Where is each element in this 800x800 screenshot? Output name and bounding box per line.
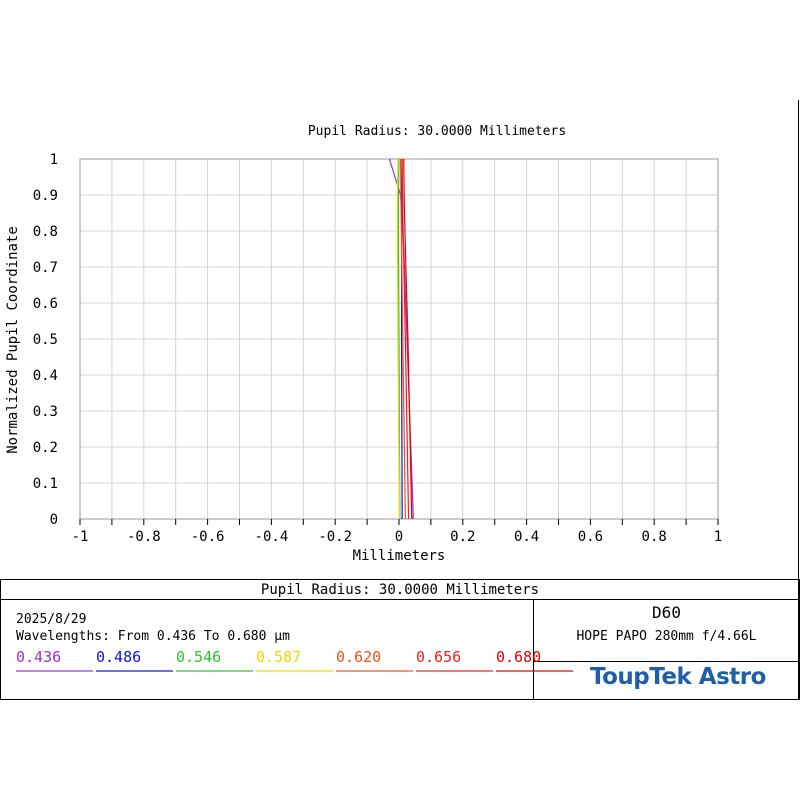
divider xyxy=(0,599,800,600)
y-tick-label: 0.7 xyxy=(33,260,58,276)
legend-swatch xyxy=(16,670,93,672)
y-tick-label: 0.3 xyxy=(33,404,58,420)
config-name: D60 xyxy=(652,603,681,622)
y-tick-label: 0.4 xyxy=(33,368,58,384)
x-tick-label: 0 xyxy=(395,529,403,545)
series-line-0.486 xyxy=(399,158,403,520)
legend-swatch xyxy=(496,670,573,672)
y-axis-label: Normalized Pupil Coordinate xyxy=(5,226,21,454)
touptek-logo: ToupTek Astro xyxy=(590,664,766,690)
aberration-plot: Pupil Radius: 30.0000 Millimeters Millim… xyxy=(5,124,722,564)
right-border xyxy=(798,100,799,700)
series-line-0.587 xyxy=(396,158,401,520)
y-tick-label: 1 xyxy=(50,152,58,168)
date: 2025/8/29 xyxy=(16,612,87,627)
x-axis-label: Millimeters xyxy=(353,548,446,564)
legend-label: 0.656 xyxy=(416,648,462,666)
legend-label: 0.546 xyxy=(176,648,222,666)
chart-title: Pupil Radius: 30.0000 Millimeters xyxy=(308,124,566,139)
series-line-0.656 xyxy=(401,158,410,520)
legend-label: 0.587 xyxy=(256,648,302,666)
divider xyxy=(533,661,800,662)
x-tick-label: -0.4 xyxy=(255,529,289,545)
x-tick-label: -0.2 xyxy=(318,529,352,545)
x-tick-label: 0.8 xyxy=(642,529,667,545)
legend-swatch xyxy=(176,670,253,672)
y-tick-label: 0.5 xyxy=(33,332,58,348)
lens-name: HOPE PAPO 280mm f/4.66L xyxy=(576,629,757,644)
y-tick-label: 0.1 xyxy=(33,476,58,492)
wavelengths-text: Wavelengths: From 0.436 To 0.680 µm xyxy=(16,629,290,644)
x-tick-label: -1 xyxy=(72,529,89,545)
legend-swatch xyxy=(336,670,413,672)
legend-label: 0.486 xyxy=(96,648,142,666)
y-tick-label: 0.8 xyxy=(33,224,58,240)
x-tick-label: 0.2 xyxy=(450,529,475,545)
y-tick-label: 0.2 xyxy=(33,440,58,456)
legend-swatch xyxy=(96,670,173,672)
y-tick-label: 0 xyxy=(50,512,58,528)
footer-title: Pupil Radius: 30.0000 Millimeters xyxy=(260,582,540,598)
y-tick-label: 0.9 xyxy=(33,188,58,204)
legend-label: 0.620 xyxy=(336,648,382,666)
series-line-0.620 xyxy=(399,158,406,520)
x-tick-label: 1 xyxy=(714,529,722,545)
x-tick-label: 0.4 xyxy=(514,529,539,545)
x-tick-label: -0.8 xyxy=(127,529,161,545)
legend-swatch xyxy=(256,670,333,672)
x-tick-label: 0.6 xyxy=(578,529,603,545)
legend-label: 0.680 xyxy=(496,648,542,666)
x-tick-label: -0.6 xyxy=(191,529,225,545)
series-line-0.680 xyxy=(403,158,413,520)
y-tick-label: 0.6 xyxy=(33,296,58,312)
legend-label: 0.436 xyxy=(16,648,62,666)
legend-swatch xyxy=(416,670,493,672)
divider xyxy=(533,599,534,700)
